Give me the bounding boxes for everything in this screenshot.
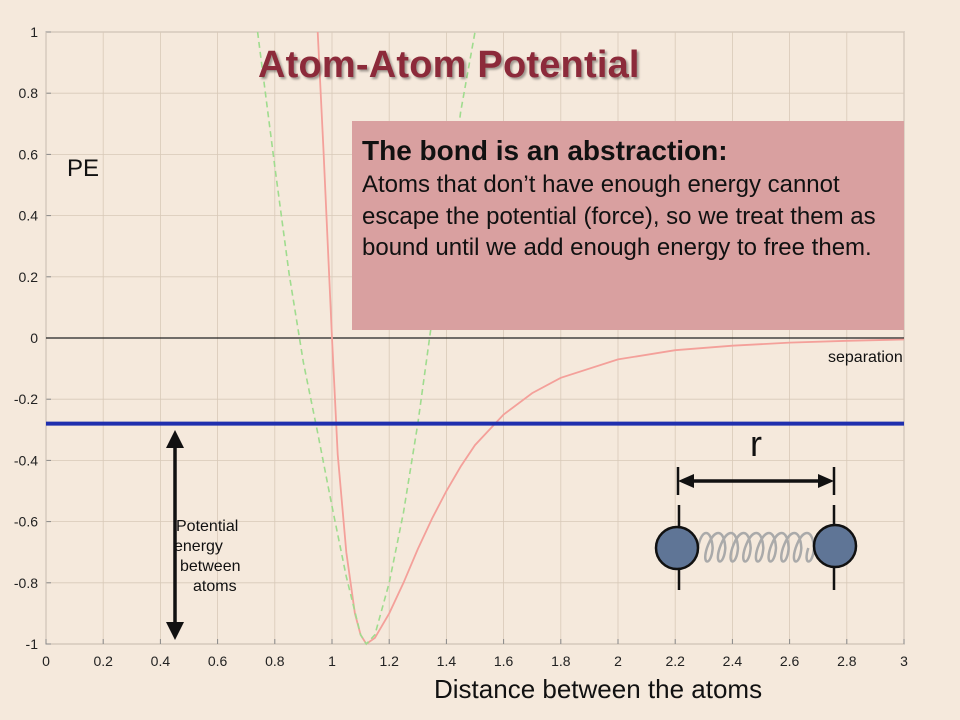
- x-tick-label: 2.8: [837, 653, 857, 669]
- x-tick-label: 3: [900, 653, 908, 669]
- y-axis-label: PE: [67, 155, 100, 182]
- potential-energy-description: Potential energy between atoms: [174, 517, 241, 597]
- pe-desc-line: between: [180, 558, 241, 575]
- y-tick-label: -0.2: [14, 391, 38, 407]
- y-tick-label: 1: [30, 24, 38, 40]
- x-tick-label: 2.2: [665, 653, 685, 669]
- y-tick-labels: 1 0.8 0.6 0.4 0.2 0 -0.2 -0.4 -0.6 -0.8 -1: [14, 24, 38, 652]
- left-atom: [654, 525, 700, 571]
- y-tick-label: -1: [26, 636, 39, 652]
- pe-desc-line: Potential: [176, 518, 239, 535]
- spring-coil: [696, 531, 816, 563]
- potential-curve: [316, 31, 905, 646]
- harmonic-approximation-curve: [256, 31, 476, 646]
- r-dimension-arrow: [676, 467, 836, 495]
- x-tick-label: 0.2: [93, 653, 113, 669]
- y-tick-label: -0.8: [14, 575, 38, 591]
- y-tick-label: 0: [30, 330, 38, 346]
- x-axis-label: Distance between the atoms: [434, 674, 763, 704]
- slide-title: Atom-Atom Potential: [258, 44, 640, 86]
- x-tick-label: 1.8: [551, 653, 571, 669]
- y-tick-label: 0.6: [19, 146, 39, 162]
- callout-heading: The bond is an abstraction:: [362, 135, 728, 166]
- callout-box: The bond is an abstraction: Atoms that d…: [352, 121, 904, 330]
- r-label: r: [750, 423, 762, 464]
- y-tick-label: 0.2: [19, 269, 39, 285]
- x-tick-label: 2.4: [723, 653, 743, 669]
- x-tick-label: 0.6: [208, 653, 228, 669]
- x-tick-label: 1.2: [379, 653, 399, 669]
- y-tick-label: 0.8: [19, 85, 39, 101]
- pe-double-arrow: [166, 430, 184, 640]
- separation-label: separation: [828, 349, 903, 366]
- x-tick-label: 0.8: [265, 653, 285, 669]
- x-tick-label: 2: [614, 653, 622, 669]
- x-tick-label: 0.4: [151, 653, 171, 669]
- curves: [256, 31, 905, 646]
- callout-body: Atoms that don’t have enough energy cann…: [362, 171, 876, 261]
- y-tick-label: -0.4: [14, 452, 38, 468]
- right-atom: [812, 523, 858, 569]
- spring: [696, 531, 816, 563]
- x-tick-label: 1.6: [494, 653, 514, 669]
- x-tick-label: 1: [328, 653, 336, 669]
- x-tick-label: 2.6: [780, 653, 800, 669]
- y-tick-label: -0.6: [14, 514, 38, 530]
- x-tick-label: 1.4: [437, 653, 457, 669]
- y-tick-label: 0.4: [19, 208, 39, 224]
- atom-pair-diagram: [654, 505, 858, 590]
- pe-desc-line: energy: [174, 538, 223, 555]
- x-tick-labels: 0 0.2 0.4 0.6 0.8 1 1.2 1.4 1.6 1.8 2 2.2 2.4 2.6 2.8 3: [42, 653, 908, 669]
- x-tick-label: 0: [42, 653, 50, 669]
- pe-desc-line: atoms: [193, 578, 237, 595]
